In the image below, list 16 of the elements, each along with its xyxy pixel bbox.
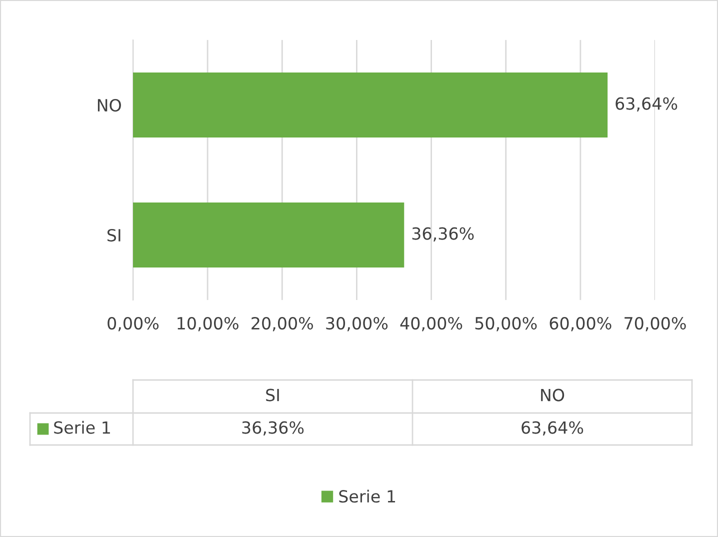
category-label: SI — [266, 388, 279, 402]
category-label: NO — [541, 388, 564, 402]
x-tick-label: 10,00% — [178, 316, 238, 332]
text: Serie 1 — [339, 490, 396, 503]
x-tick-label: 0,00% — [108, 316, 159, 332]
x-tick-label: 30,00% — [326, 316, 388, 332]
text: 63,64% — [522, 421, 584, 436]
x-tick-label: 70,00% — [624, 316, 686, 332]
x-tick-label: 50,00% — [475, 316, 537, 332]
data-label: 63,64% — [616, 97, 678, 112]
text: 36,36% — [242, 421, 304, 436]
data-label: 36,36% — [412, 227, 474, 242]
x-tick-label: 20,00% — [252, 316, 313, 332]
legend-label: Serie 1 — [54, 420, 110, 434]
x-tick-label: 60,00% — [550, 316, 612, 332]
x-tick-label: 40,00% — [400, 316, 462, 332]
